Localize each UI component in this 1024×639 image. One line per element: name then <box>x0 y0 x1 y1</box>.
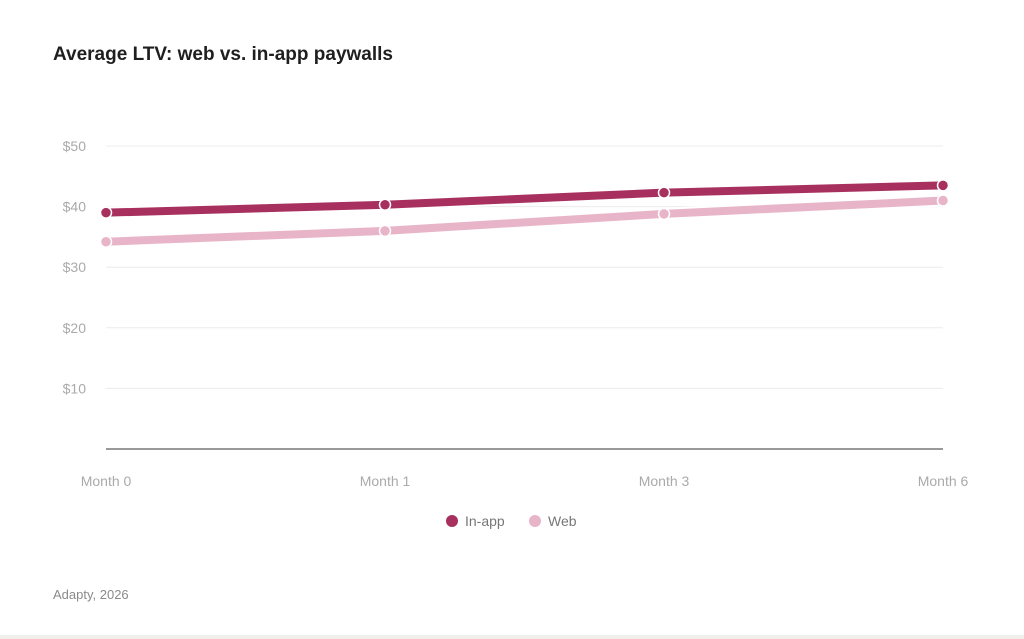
x-tick-label: Month 1 <box>360 473 411 489</box>
x-tick-label: Month 0 <box>81 473 132 489</box>
legend-marker <box>529 515 541 527</box>
series-line-web <box>105 196 944 246</box>
data-point <box>936 179 950 192</box>
page-bottom-border <box>0 635 1024 639</box>
y-tick-label: $40 <box>63 199 87 215</box>
x-tick-label: Month 3 <box>639 473 690 489</box>
series-line-in-app <box>105 181 944 217</box>
legend-marker <box>446 515 458 527</box>
y-tick-label: $30 <box>63 259 87 275</box>
legend-label: In-app <box>465 513 505 529</box>
data-point <box>378 198 392 212</box>
data-point <box>99 235 113 248</box>
data-point <box>99 206 113 219</box>
data-point <box>657 207 671 221</box>
y-tick-label: $50 <box>63 138 87 154</box>
data-point <box>378 224 392 238</box>
y-tick-label: $20 <box>63 320 87 336</box>
data-point <box>657 186 671 199</box>
chart-title: Average LTV: web vs. in-app paywalls <box>53 44 393 65</box>
x-tick-label: Month 6 <box>918 473 969 489</box>
y-tick-label: $10 <box>63 380 87 396</box>
data-point <box>936 194 950 207</box>
source-note: Adapty, 2026 <box>53 587 129 602</box>
legend-label: Web <box>548 513 577 529</box>
